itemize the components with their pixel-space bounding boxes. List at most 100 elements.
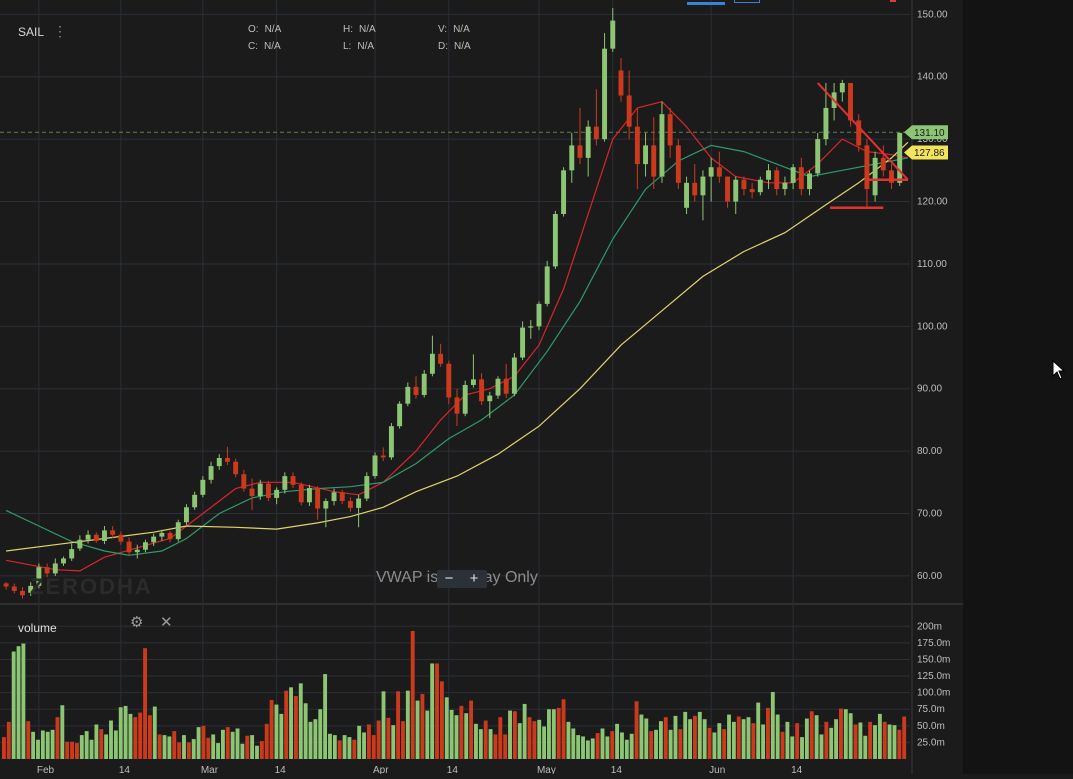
volume-bar <box>298 683 303 759</box>
candlestick <box>126 537 132 556</box>
y-tick-label: 80.00 <box>917 446 942 457</box>
volume-bar <box>887 724 892 759</box>
candlestick <box>134 544 140 559</box>
candlestick <box>216 454 222 470</box>
volume-bar <box>488 729 493 759</box>
volume-bar <box>318 709 323 759</box>
volume-pane[interactable]: 25.0m 50.0m 75.0m 100.0m 125.0m 150.0m 175.0m 2… <box>0 605 963 776</box>
volume-bar <box>396 691 401 759</box>
close-icon[interactable]: ✕ <box>160 614 173 631</box>
volume-bar <box>366 724 371 759</box>
candlestick <box>569 132 575 183</box>
volume-bar <box>658 721 663 759</box>
volume-bar <box>337 740 342 759</box>
volume-bar <box>469 700 474 759</box>
candlestick <box>159 529 165 541</box>
volume-bar <box>191 739 196 759</box>
symbol-menu-icon[interactable]: ⋮ <box>53 23 67 39</box>
candle-body <box>200 479 206 495</box>
ohlc-close-value: N/A <box>264 41 281 52</box>
volume-bar <box>269 699 274 759</box>
candle-body <box>265 483 271 498</box>
candlestick <box>651 117 657 190</box>
zoom-out-button[interactable]: − <box>444 570 454 587</box>
candlestick <box>807 170 812 196</box>
volume-bar <box>454 715 459 759</box>
trendline <box>816 82 909 181</box>
candlestick <box>20 587 25 599</box>
volume-bar <box>79 735 84 759</box>
active-tab-indicator[interactable] <box>687 2 725 5</box>
candlestick <box>487 391 493 419</box>
candlestick <box>741 176 747 196</box>
candlestick <box>511 353 517 397</box>
y-tick-label: 140.00 <box>917 72 948 83</box>
candle-body <box>102 530 107 541</box>
candlestick <box>306 484 312 507</box>
candlestick <box>184 504 189 525</box>
volume-bar <box>551 709 556 759</box>
volume-bar <box>478 729 483 759</box>
candlestick <box>438 343 444 367</box>
volume-bar <box>371 735 376 759</box>
candle-body <box>192 494 198 508</box>
ohlc-open: O: N/A <box>248 24 281 35</box>
volume-bar <box>848 713 853 759</box>
volume-bar <box>118 707 123 759</box>
candle-body <box>388 426 394 458</box>
price-chart[interactable]: 60.00 70.00 80.00 90.00 100.00 110.00 120.00 13… <box>0 0 963 604</box>
gear-icon[interactable]: ⚙ <box>130 614 144 631</box>
price-chart-pane[interactable]: 60.00 70.00 80.00 90.00 100.00 110.00 120.00 13… <box>0 0 963 604</box>
moving-average-line <box>5 101 909 572</box>
volume-bar <box>605 736 610 759</box>
volume-bar <box>113 730 118 759</box>
volume-tick-label: 75.0m <box>917 704 945 715</box>
volume-bar <box>152 706 157 759</box>
tab-indicator[interactable] <box>734 0 760 3</box>
candle-body <box>69 549 75 559</box>
candle-body <box>315 487 321 509</box>
volume-bar <box>600 728 605 759</box>
volume-bar <box>405 690 410 759</box>
candlestick <box>315 486 321 520</box>
volume-bar <box>829 727 834 759</box>
volume-bar <box>620 732 624 759</box>
pane-divider[interactable] <box>0 603 963 605</box>
candle-body <box>815 139 821 174</box>
price-tag-box <box>904 145 948 160</box>
candlestick <box>716 151 722 183</box>
volume-bar <box>444 697 449 759</box>
volume-bar <box>663 717 668 759</box>
candle-body <box>708 167 714 177</box>
volume-bar <box>532 721 537 759</box>
candle-body <box>249 488 255 497</box>
volume-bar <box>853 724 858 759</box>
volume-bar <box>522 703 527 759</box>
candle-body <box>593 126 599 140</box>
candle-body <box>520 327 526 358</box>
candlestick <box>44 563 50 578</box>
candlestick <box>692 164 698 202</box>
candlestick <box>626 70 632 140</box>
zoom-in-button[interactable]: + <box>469 570 479 587</box>
volume-bar <box>289 687 293 759</box>
candlestick <box>684 176 690 215</box>
volume-chart[interactable]: 25.0m 50.0m 75.0m 100.0m 125.0m 150.0m 175.0m 2… <box>0 605 963 776</box>
volume-tick-label: 175.0m <box>917 638 950 649</box>
candle-body <box>364 476 370 499</box>
volume-bar <box>303 703 308 759</box>
ohlc-low-value: N/A <box>357 41 375 52</box>
drawing-marker <box>890 0 896 2</box>
volume-bar <box>21 643 26 759</box>
volume-bar <box>571 728 576 759</box>
ohlc-high-key: H: <box>343 24 353 35</box>
candle-body <box>684 182 690 208</box>
candle-body <box>134 549 140 553</box>
volume-bar <box>435 663 439 759</box>
volume-tick-label: 50.0m <box>917 721 945 732</box>
candlestick <box>897 132 903 186</box>
volume-bar <box>804 718 809 759</box>
volume-bar <box>834 719 839 759</box>
candlestick <box>102 526 107 545</box>
candlestick <box>151 533 157 546</box>
